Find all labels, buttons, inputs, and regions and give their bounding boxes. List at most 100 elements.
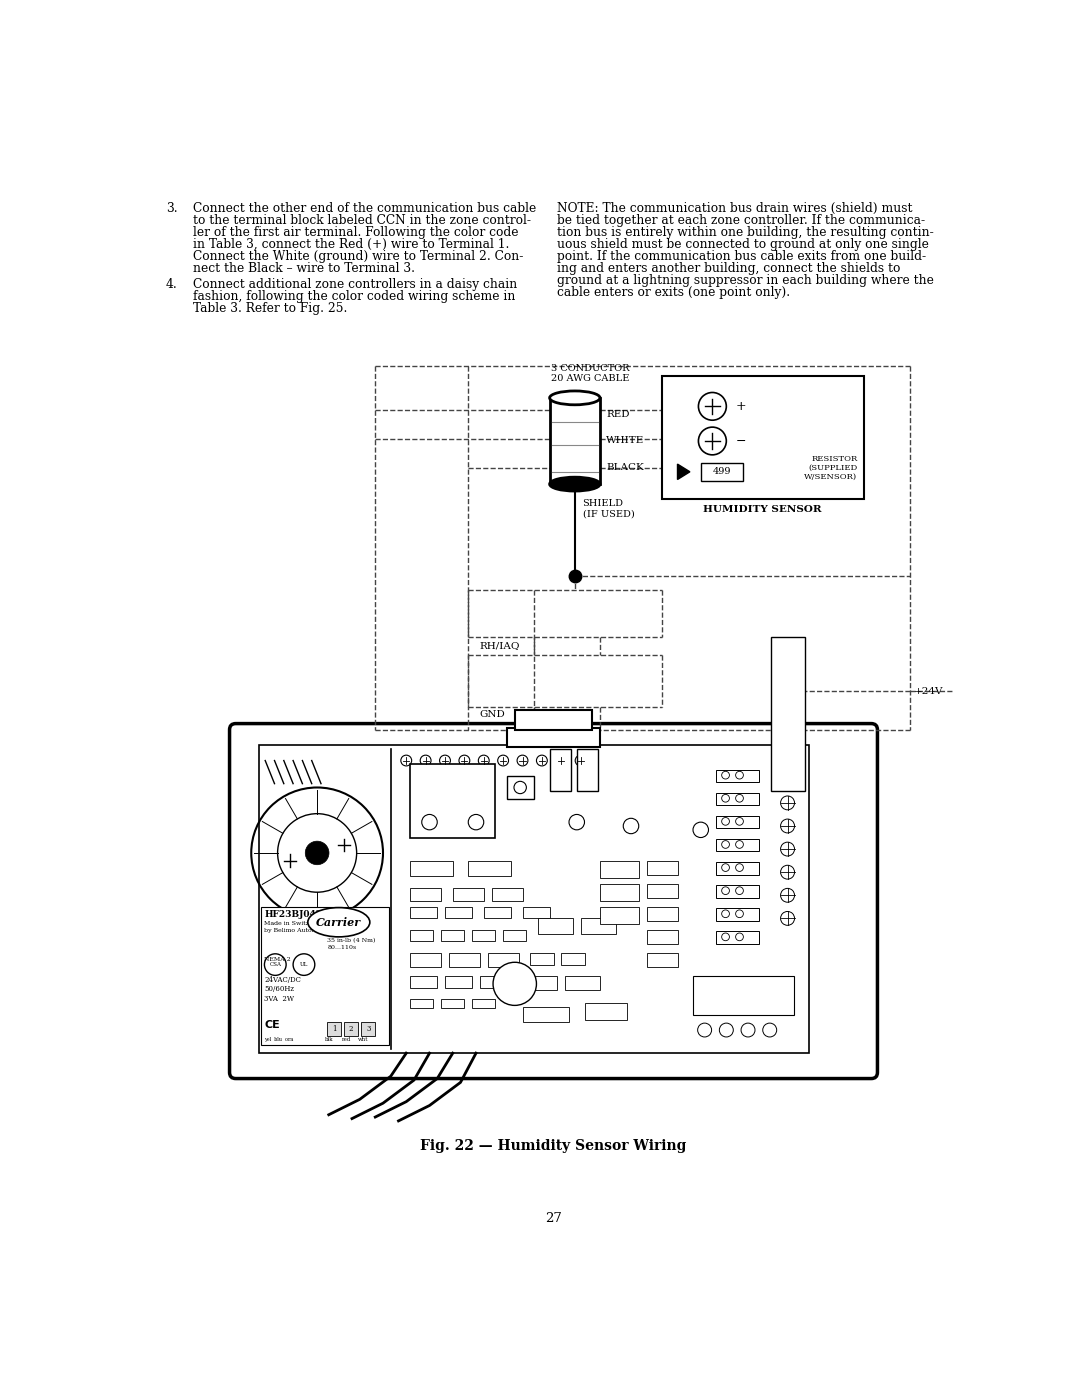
Circle shape <box>306 841 329 865</box>
Text: 499: 499 <box>713 467 731 476</box>
Circle shape <box>735 887 743 894</box>
Circle shape <box>721 817 729 826</box>
Text: UL: UL <box>300 963 308 967</box>
Bar <box>345 1023 359 1037</box>
Bar <box>410 953 441 967</box>
Bar <box>647 861 677 875</box>
Circle shape <box>537 756 548 766</box>
Bar <box>259 745 809 1053</box>
Circle shape <box>721 909 729 918</box>
Bar <box>523 1007 569 1023</box>
Bar <box>716 770 759 782</box>
Text: RED: RED <box>606 409 630 419</box>
Circle shape <box>693 823 708 838</box>
Text: by Belimo Automation: by Belimo Automation <box>265 929 334 933</box>
Circle shape <box>735 795 743 802</box>
Text: blk: blk <box>325 1037 334 1042</box>
Text: Made in Switzerland: Made in Switzerland <box>265 921 329 926</box>
Bar <box>716 908 759 921</box>
Circle shape <box>721 887 729 894</box>
Bar <box>716 932 759 944</box>
Circle shape <box>623 819 638 834</box>
Text: RESISTOR
(SUPPLIED
W/SENSOR): RESISTOR (SUPPLIED W/SENSOR) <box>805 455 858 481</box>
Bar <box>507 775 535 799</box>
Text: RH/IAQ: RH/IAQ <box>480 641 521 650</box>
Text: SHIELD
(IF USED): SHIELD (IF USED) <box>582 499 634 518</box>
Bar <box>600 861 638 877</box>
Circle shape <box>781 819 795 833</box>
Circle shape <box>721 933 729 940</box>
Circle shape <box>514 781 526 793</box>
Text: CE: CE <box>265 1020 280 1030</box>
Bar <box>716 793 759 805</box>
Text: 3: 3 <box>366 1025 370 1034</box>
Bar <box>716 816 759 828</box>
Bar <box>647 953 677 967</box>
Circle shape <box>420 756 431 766</box>
Text: fashion, following the color coded wiring scheme in: fashion, following the color coded wirin… <box>193 289 515 303</box>
Circle shape <box>781 842 795 856</box>
Bar <box>362 1023 375 1037</box>
Circle shape <box>459 756 470 766</box>
Text: +24V: +24V <box>914 687 943 696</box>
Bar <box>523 977 557 990</box>
Circle shape <box>698 1023 712 1037</box>
Bar <box>515 711 592 729</box>
Text: cable enters or exits (one point only).: cable enters or exits (one point only). <box>557 286 791 299</box>
Circle shape <box>498 756 509 766</box>
Bar <box>410 999 433 1009</box>
Circle shape <box>422 814 437 830</box>
Ellipse shape <box>550 391 600 405</box>
Circle shape <box>576 756 586 766</box>
Bar <box>701 462 743 481</box>
Bar <box>530 953 554 964</box>
Bar <box>503 930 526 942</box>
Text: wht: wht <box>359 1037 369 1042</box>
Text: Table 3. Refer to Fig. 25.: Table 3. Refer to Fig. 25. <box>193 302 348 314</box>
Bar <box>600 884 638 901</box>
Text: ing and enters another building, connect the shields to: ing and enters another building, connect… <box>557 263 901 275</box>
Text: 1: 1 <box>332 1025 337 1034</box>
Text: −: − <box>735 434 746 447</box>
Ellipse shape <box>308 908 369 937</box>
Bar <box>410 887 441 901</box>
Bar <box>327 1023 341 1037</box>
Circle shape <box>735 909 743 918</box>
Bar <box>449 953 480 967</box>
Bar <box>770 637 806 791</box>
Bar <box>410 907 437 918</box>
Bar <box>562 953 584 964</box>
Bar <box>507 728 600 747</box>
Text: 27: 27 <box>545 1213 562 1225</box>
Bar <box>491 887 523 901</box>
Bar <box>523 907 550 918</box>
Text: 24VAC/DC
50/60Hz
3VA  2W: 24VAC/DC 50/60Hz 3VA 2W <box>265 977 301 1003</box>
Bar <box>647 930 677 944</box>
Bar <box>410 930 433 942</box>
Circle shape <box>721 863 729 872</box>
Bar <box>550 749 571 791</box>
Text: tion bus is entirely within one building, the resulting contin-: tion bus is entirely within one building… <box>557 226 934 239</box>
Text: +: + <box>735 400 746 414</box>
Text: to the terminal block labeled CCN in the zone control-: to the terminal block labeled CCN in the… <box>193 214 531 228</box>
Bar <box>647 907 677 921</box>
Circle shape <box>781 911 795 925</box>
Text: HUMIDITY SENSOR: HUMIDITY SENSOR <box>703 504 822 514</box>
Circle shape <box>401 756 411 766</box>
Text: 2: 2 <box>349 1025 353 1034</box>
Circle shape <box>762 1023 777 1037</box>
Text: red: red <box>342 1037 351 1042</box>
Bar <box>410 977 437 988</box>
Text: ler of the first air terminal. Following the color code: ler of the first air terminal. Following… <box>193 226 518 239</box>
Text: yel  blu  ora: yel blu ora <box>265 1037 294 1042</box>
Circle shape <box>469 814 484 830</box>
Polygon shape <box>677 464 690 479</box>
Bar <box>410 861 453 876</box>
Text: 3.: 3. <box>166 203 177 215</box>
Circle shape <box>440 756 450 766</box>
Bar <box>565 977 600 990</box>
Bar <box>488 953 518 967</box>
Text: uous shield must be connected to ground at only one single: uous shield must be connected to ground … <box>557 237 929 251</box>
Bar <box>716 886 759 898</box>
Circle shape <box>781 865 795 879</box>
